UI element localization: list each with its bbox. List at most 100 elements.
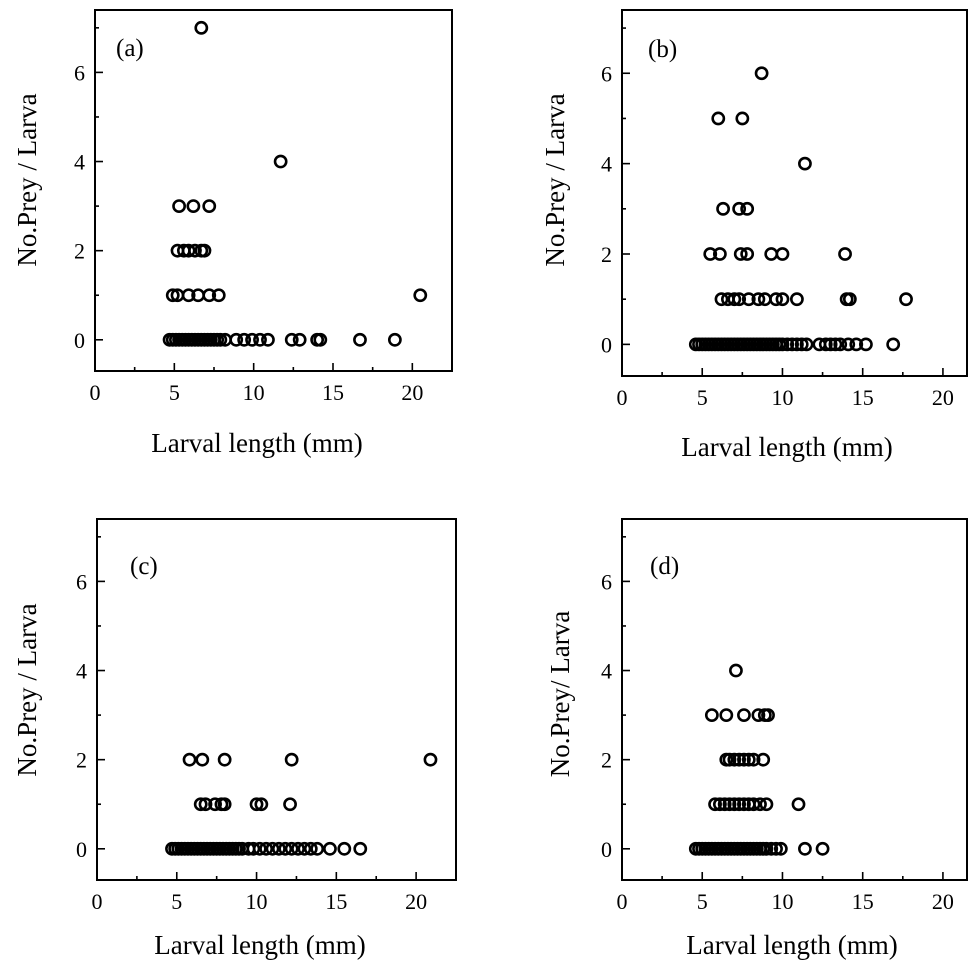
x-tick-label: 10: [771, 889, 793, 914]
data-point: [413, 288, 428, 303]
data-point: [195, 752, 210, 767]
x-tick-label: 15: [325, 889, 347, 914]
data-point: [337, 841, 352, 856]
data-point: [799, 337, 814, 352]
data-point: [245, 332, 259, 347]
data-point: [186, 199, 201, 213]
data-point: [737, 708, 751, 722]
data-point: [775, 292, 790, 307]
data-point: [387, 332, 402, 347]
x-tick-label: 0: [92, 889, 103, 914]
data-point: [764, 247, 779, 261]
data-point: [197, 243, 212, 258]
data-point: [711, 111, 726, 126]
data-point: [353, 841, 368, 856]
x-tick-label: 0: [617, 385, 628, 410]
data-point: [727, 752, 742, 767]
data-point: [790, 337, 804, 352]
data-point: [283, 797, 297, 812]
data-point: [194, 20, 209, 35]
x-axis-label: Larval length (mm): [154, 930, 365, 960]
data-point: [759, 797, 774, 812]
data-point: [253, 332, 267, 347]
data-point: [704, 708, 719, 722]
y-tick-label: 2: [76, 748, 87, 773]
data-point: [732, 797, 747, 812]
data-point: [815, 841, 830, 856]
x-tick-label: 20: [401, 380, 423, 405]
data-point: [732, 752, 747, 767]
data-point: [737, 752, 751, 767]
data-point: [229, 332, 244, 347]
x-axis-label: Larval length (mm): [151, 428, 362, 458]
data-point: [775, 337, 790, 352]
x-tick-label: 5: [169, 380, 180, 405]
data-point: [712, 797, 727, 812]
data-point: [310, 841, 325, 856]
axis-ticks: [621, 27, 944, 376]
data-point: [217, 752, 232, 767]
data-point: [729, 663, 743, 678]
x-tick-labels: 0 5 10 15 20: [617, 385, 954, 410]
data-point: [722, 752, 737, 767]
y-axis-label: No.Prey / Larva: [12, 603, 42, 776]
data-points: [688, 663, 830, 856]
data-point: [193, 797, 208, 812]
x-tick-label: 15: [322, 380, 344, 405]
data-point: [188, 243, 202, 258]
data-point: [746, 797, 761, 812]
data-point: [794, 337, 809, 352]
data-point: [284, 332, 299, 347]
data-point: [740, 201, 755, 216]
data-point: [732, 292, 747, 307]
y-tick-labels: 0 2 4 6: [601, 569, 612, 861]
data-point: [732, 201, 747, 216]
data-point: [733, 247, 748, 261]
data-point: [791, 797, 806, 812]
y-tick-label: 6: [74, 60, 85, 85]
x-tick-label: 0: [617, 889, 628, 914]
data-point: [211, 288, 226, 303]
data-point: [823, 337, 838, 352]
data-point: [273, 154, 288, 169]
y-tick-label: 4: [76, 659, 87, 684]
data-point: [790, 292, 804, 307]
data-point: [717, 797, 732, 812]
data-point: [198, 797, 213, 812]
x-tick-label: 15: [852, 385, 874, 410]
x-tick-label: 5: [697, 889, 708, 914]
data-point: [284, 752, 299, 767]
data-point: [261, 332, 275, 347]
panel-a: 0 5 10 15 20 0 2 4 6 (a) Larval length (mm) No.…: [12, 9, 453, 458]
y-tick-label: 2: [601, 242, 612, 267]
axis-ticks: [94, 27, 414, 371]
data-point: [785, 337, 799, 352]
y-tick-label: 2: [601, 748, 612, 773]
y-tick-labels: 0 2 4 6: [76, 569, 87, 861]
data-point: [798, 841, 812, 856]
data-point: [284, 841, 299, 856]
data-point: [353, 332, 367, 347]
data-point: [769, 841, 783, 856]
data-point: [828, 337, 843, 352]
data-point: [181, 243, 196, 258]
data-point: [886, 337, 901, 352]
y-tick-label: 4: [601, 659, 612, 684]
data-point: [751, 708, 766, 722]
data-point: [297, 841, 312, 856]
y-axis-label: No.Prey / Larva: [540, 93, 570, 266]
data-point: [764, 841, 779, 856]
y-tick-label: 4: [74, 150, 85, 175]
x-tick-label: 20: [405, 889, 427, 914]
data-point: [259, 841, 274, 856]
data-point: [202, 199, 217, 213]
data-point: [313, 332, 328, 347]
data-point: [278, 841, 293, 856]
data-point: [727, 292, 742, 307]
data-point: [833, 337, 848, 352]
data-point: [780, 337, 795, 352]
y-axis-label: No.Prey / Larva: [12, 93, 42, 266]
x-tick-label: 5: [171, 889, 182, 914]
data-point: [291, 841, 305, 856]
data-point: [182, 752, 197, 767]
